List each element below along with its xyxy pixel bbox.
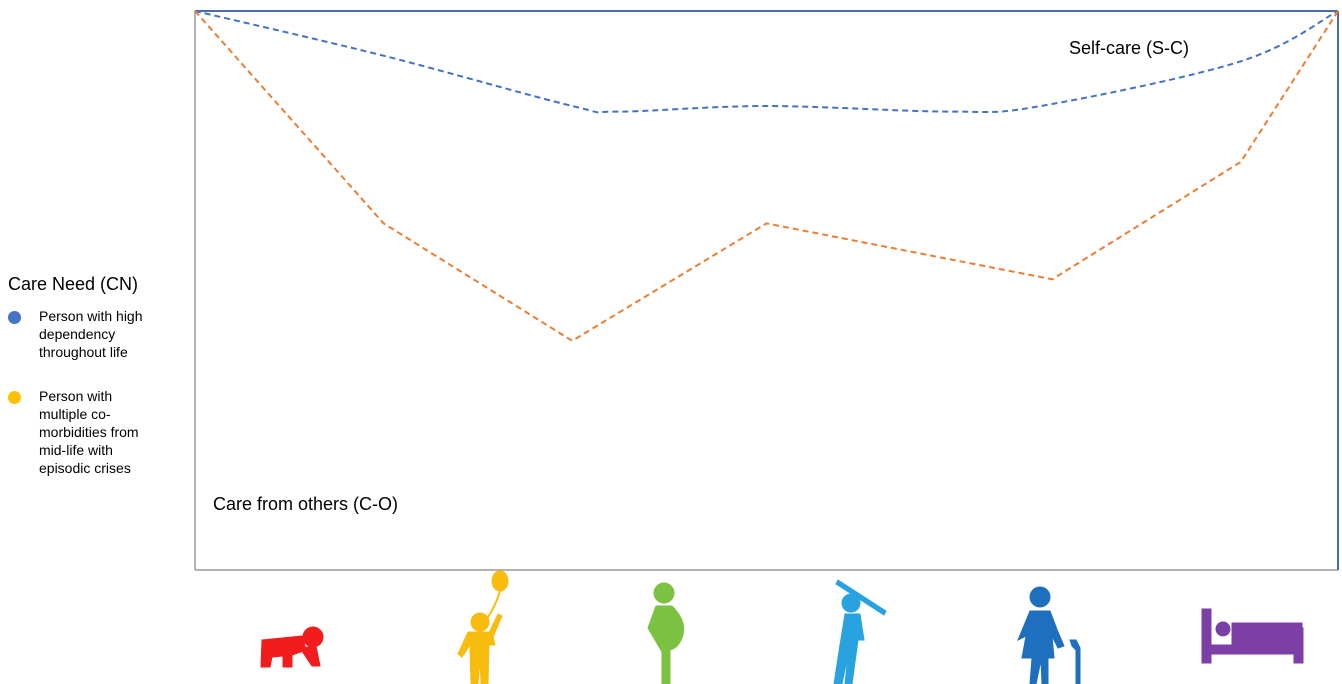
golfer-icon xyxy=(833,579,887,684)
series-line-1 xyxy=(194,10,1339,114)
legend-dot xyxy=(8,391,21,404)
legend-item-comorbidities: Person with multiple co-morbidities from… xyxy=(8,387,157,477)
series-line-2 xyxy=(194,10,1339,342)
series-layer xyxy=(194,10,1339,342)
legend-dot xyxy=(8,311,21,324)
self-care-annotation: Self-care (S-C) xyxy=(1069,38,1190,58)
crawling-baby-icon xyxy=(260,626,324,668)
child-with-balloon-icon xyxy=(457,570,509,684)
legend-title: Care Need (CN) xyxy=(8,274,139,294)
legend-item-high-dependency: Person with high dependency throughout l… xyxy=(8,307,157,361)
plot-frame xyxy=(194,10,1339,571)
elderly-person-with-cane-icon xyxy=(1017,586,1081,684)
person-in-bed-icon xyxy=(1201,608,1304,664)
legend-label: Person with high dependency throughout l… xyxy=(39,308,143,360)
care-from-others-annotation: Care from others (C-O) xyxy=(213,494,399,514)
legend-label: Person with multiple co-morbidities from… xyxy=(39,388,139,476)
pregnant-woman-icon xyxy=(647,582,685,684)
